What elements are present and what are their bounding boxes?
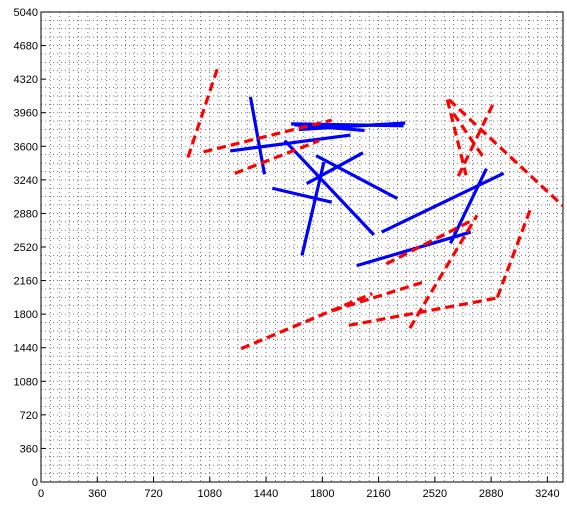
y-tick-label: 1080: [14, 376, 38, 388]
red-dashed-segment: [240, 292, 373, 351]
red-dashed-segment: [234, 139, 320, 175]
red-dashed-segment: [408, 214, 479, 329]
y-tick-label: 4680: [14, 41, 38, 53]
blue-line-segment: [283, 139, 376, 236]
red-dashed-segment: [447, 98, 565, 208]
y-tick-label: 720: [20, 410, 38, 422]
x-tick-label: 1440: [254, 488, 278, 500]
x-tick-label: 2880: [479, 488, 503, 500]
red-dashed-segment: [332, 280, 423, 312]
red-dashed-segment: [203, 118, 333, 154]
red-dashed-segment: [385, 220, 470, 266]
red-dashed-segment: [452, 112, 487, 161]
red-dashed-segment: [495, 209, 532, 298]
y-tick-label: 4320: [14, 74, 38, 86]
grid: [41, 12, 563, 482]
y-tick-label: 5040: [14, 7, 38, 19]
x-tick-label: 360: [88, 488, 106, 500]
x-tick-label: 1080: [198, 488, 222, 500]
y-tick-label: 360: [20, 443, 38, 455]
blue-line-segment: [305, 151, 364, 185]
red-dashed-segment: [186, 67, 220, 158]
y-tick-label: 3600: [14, 141, 38, 153]
x-tick-label: 0: [38, 488, 44, 500]
y-tick-label: 2520: [14, 242, 38, 254]
blue-line-segment: [449, 167, 488, 244]
x-tick-label: 3240: [535, 488, 559, 500]
y-tick-label: 1800: [14, 309, 38, 321]
x-tick-label: 720: [144, 488, 162, 500]
red-dashed-series: [186, 67, 565, 351]
y-tick-label: 3960: [14, 108, 38, 120]
red-dashed-segment: [348, 296, 497, 327]
axes: [40, 11, 564, 483]
series-lines: [186, 67, 565, 351]
blue-line-segment: [381, 171, 505, 234]
tick-labels: 0 360 720 1080 1440 1800 2160 2520 2880 3240 0 360 7…: [14, 7, 560, 500]
x-tick-label: 2520: [423, 488, 447, 500]
blue-line-segment: [315, 154, 399, 200]
red-dashed-segment: [445, 99, 468, 176]
y-tick-label: 2160: [14, 276, 38, 288]
blue-line-segment: [298, 121, 406, 132]
y-tick-label: 2880: [14, 208, 38, 220]
y-tick-label: 3240: [14, 175, 38, 187]
y-tick-label: 1440: [14, 343, 38, 355]
blue-line-segment: [229, 133, 351, 153]
x-tick-label: 1800: [310, 488, 334, 500]
x-tick-label: 2160: [366, 488, 390, 500]
blue-line-segment: [271, 186, 333, 204]
y-tick-label: 0: [32, 477, 38, 489]
